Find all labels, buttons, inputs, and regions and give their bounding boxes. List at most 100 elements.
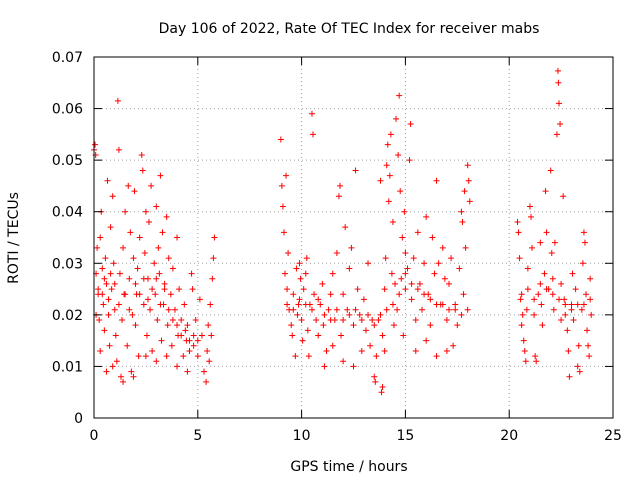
data-point-marker <box>208 332 215 339</box>
data-point-marker <box>315 296 322 303</box>
data-point-marker <box>207 301 214 308</box>
data-point-marker <box>378 389 385 396</box>
data-point-marker <box>369 317 376 324</box>
data-point-marker <box>149 286 156 293</box>
data-point-marker <box>397 188 404 195</box>
data-point-marker <box>381 347 388 354</box>
data-point-marker <box>107 270 114 277</box>
data-point-marker <box>99 291 106 298</box>
data-point-marker <box>210 255 217 262</box>
data-point-marker <box>385 198 392 205</box>
data-point-marker <box>127 229 134 236</box>
data-point-marker <box>551 239 558 246</box>
data-point-marker <box>456 265 463 272</box>
data-point-marker <box>365 260 372 267</box>
data-point-marker <box>581 239 588 246</box>
data-point-marker <box>555 79 562 86</box>
data-point-marker <box>194 353 201 360</box>
data-point-marker <box>541 270 548 277</box>
data-point-marker <box>165 255 172 262</box>
data-point-marker <box>308 306 315 313</box>
data-point-marker <box>114 97 121 104</box>
data-point-marker <box>570 317 577 324</box>
data-point-marker <box>130 373 137 380</box>
data-point-marker <box>427 322 434 329</box>
data-point-marker <box>169 317 176 324</box>
data-point-marker <box>299 337 306 344</box>
data-point-marker <box>317 301 324 308</box>
data-point-marker <box>580 229 587 236</box>
plot-frame <box>93 56 614 419</box>
data-point-marker <box>120 244 127 251</box>
data-point-marker <box>377 177 384 184</box>
data-point-marker <box>445 306 452 313</box>
data-point-marker <box>125 182 132 189</box>
data-point-marker <box>211 234 218 241</box>
grid-lines <box>94 57 613 418</box>
data-point-marker <box>204 347 211 354</box>
data-point-marker <box>558 317 565 324</box>
data-point-marker <box>348 244 355 251</box>
data-point-marker <box>99 265 106 272</box>
data-point-marker <box>517 296 524 303</box>
data-point-marker <box>95 286 102 293</box>
y-tick-label: 0.05 <box>52 153 83 169</box>
data-point-marker <box>423 337 430 344</box>
data-point-marker <box>396 92 403 99</box>
data-point-marker <box>303 255 310 262</box>
data-point-marker <box>531 296 538 303</box>
data-point-marker <box>372 378 379 385</box>
data-point-marker <box>142 353 149 360</box>
data-point-marker <box>171 306 178 313</box>
data-point-marker <box>344 306 351 313</box>
data-point-marker <box>105 311 112 318</box>
data-point-marker <box>313 317 320 324</box>
data-point-marker <box>163 213 170 220</box>
data-point-marker <box>164 322 171 329</box>
data-point-marker <box>419 306 426 313</box>
data-point-marker <box>156 270 163 277</box>
data-point-marker <box>578 306 585 313</box>
data-point-marker <box>395 151 402 158</box>
data-point-marker <box>101 327 108 334</box>
data-point-marker <box>542 188 549 195</box>
data-point-marker <box>184 322 191 329</box>
data-point-marker <box>295 301 302 308</box>
y-tick-label: 0.02 <box>52 308 83 324</box>
data-point-marker <box>338 332 345 339</box>
data-point-marker <box>126 306 133 313</box>
data-point-marker <box>431 270 438 277</box>
data-point-marker <box>414 229 421 236</box>
data-point-marker <box>367 342 374 349</box>
data-point-marker <box>109 193 116 200</box>
data-point-marker <box>350 363 357 370</box>
data-point-marker <box>110 260 117 267</box>
data-point-marker <box>421 260 428 267</box>
data-point-marker <box>310 131 317 138</box>
data-point-marker <box>157 172 164 179</box>
data-point-marker <box>101 275 108 282</box>
data-point-marker <box>152 291 159 298</box>
data-point-marker <box>120 378 127 385</box>
data-point-marker <box>296 260 303 267</box>
data-point-marker <box>383 162 390 169</box>
data-point-marker <box>128 368 135 375</box>
data-point-marker <box>524 265 531 272</box>
data-point-marker <box>580 301 587 308</box>
data-point-marker <box>441 275 448 282</box>
data-point-marker <box>289 332 296 339</box>
data-point-marker <box>97 347 104 354</box>
data-point-marker <box>284 301 291 308</box>
data-point-marker <box>584 327 591 334</box>
data-point-marker <box>522 358 529 365</box>
y-tick-label: 0 <box>74 411 83 427</box>
data-point-marker <box>305 353 312 360</box>
data-point-marker <box>97 234 104 241</box>
data-point-marker <box>337 182 344 189</box>
data-point-marker <box>362 327 369 334</box>
data-point-marker <box>103 280 110 287</box>
data-point-marker <box>394 306 401 313</box>
data-point-marker <box>384 141 391 148</box>
data-point-marker <box>184 368 191 375</box>
